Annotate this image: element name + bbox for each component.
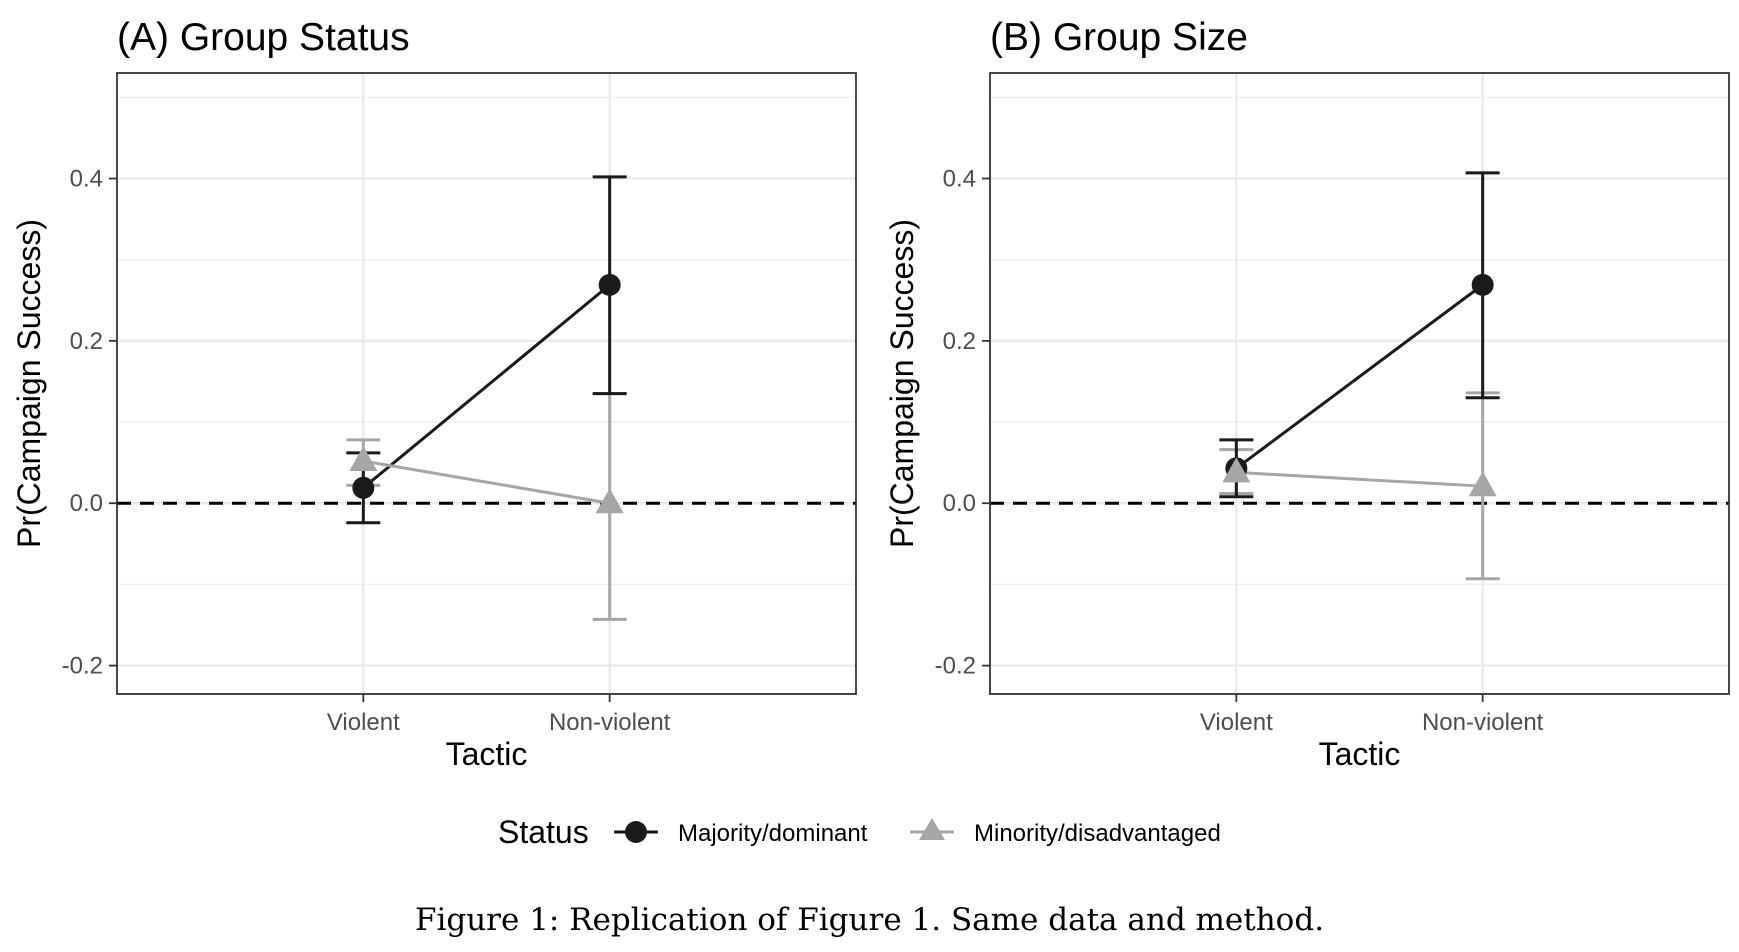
y-tick-label: 0.4 bbox=[943, 166, 976, 193]
x-tick-label: Violent bbox=[1200, 709, 1273, 736]
x-axis-title: Tactic bbox=[1319, 736, 1401, 772]
legend-key-minority-marker bbox=[919, 818, 945, 840]
legend-title: Status bbox=[498, 814, 589, 850]
legend-label-minority: Minority/disadvantaged bbox=[974, 820, 1221, 847]
y-tick-label: -0.2 bbox=[935, 653, 976, 680]
data-point-minority bbox=[1468, 471, 1497, 497]
y-tick-label: -0.2 bbox=[62, 653, 103, 680]
data-point-minority bbox=[595, 488, 624, 514]
x-axis-title: Tactic bbox=[446, 736, 528, 772]
figure-caption: Figure 1: Replication of Figure 1. Same … bbox=[414, 902, 1325, 938]
series-line-majority bbox=[1235, 283, 1484, 470]
panel-title: (B) Group Size bbox=[990, 16, 1248, 59]
y-tick-label: 0.0 bbox=[943, 490, 976, 517]
y-tick-label: 0.4 bbox=[70, 166, 103, 193]
series-line-minority bbox=[363, 459, 610, 505]
y-tick-label: 0.2 bbox=[943, 328, 976, 355]
data-point-majority bbox=[1471, 273, 1494, 296]
y-tick-label: 0.0 bbox=[70, 490, 103, 517]
legend-key-majority-marker bbox=[625, 821, 647, 843]
panel-b: -0.2 0.0 0.2 0.4 Violent Non-violent Tactic Pr(… bbox=[884, 16, 1730, 772]
x-tick-label: Non-violent bbox=[549, 709, 671, 736]
y-axis-title: Pr(Campaign Success) bbox=[11, 219, 47, 548]
plot-border bbox=[116, 72, 857, 695]
x-tick-label: Violent bbox=[327, 709, 400, 736]
y-axis-title: Pr(Campaign Success) bbox=[884, 219, 920, 548]
series-line-majority bbox=[362, 283, 611, 489]
y-tick-label: 0.2 bbox=[70, 328, 103, 355]
data-point-minority bbox=[1222, 457, 1251, 483]
plot-background bbox=[990, 73, 1729, 694]
panel-a: -0.2 0.0 0.2 0.4 Violent Non-violent Tactic Pr(… bbox=[11, 16, 857, 772]
data-point-majority bbox=[352, 476, 375, 499]
data-point-majority bbox=[598, 273, 621, 296]
plot-border bbox=[989, 72, 1730, 695]
data-point-minority bbox=[349, 446, 378, 472]
legend: Status Majority/dominant Minority/disadv… bbox=[498, 814, 1221, 850]
legend-label-majority: Majority/dominant bbox=[678, 820, 868, 847]
panel-title: (A) Group Status bbox=[117, 16, 410, 59]
plot-background bbox=[117, 73, 856, 694]
x-tick-label: Non-violent bbox=[1422, 709, 1544, 736]
series-line-minority bbox=[1236, 470, 1483, 488]
